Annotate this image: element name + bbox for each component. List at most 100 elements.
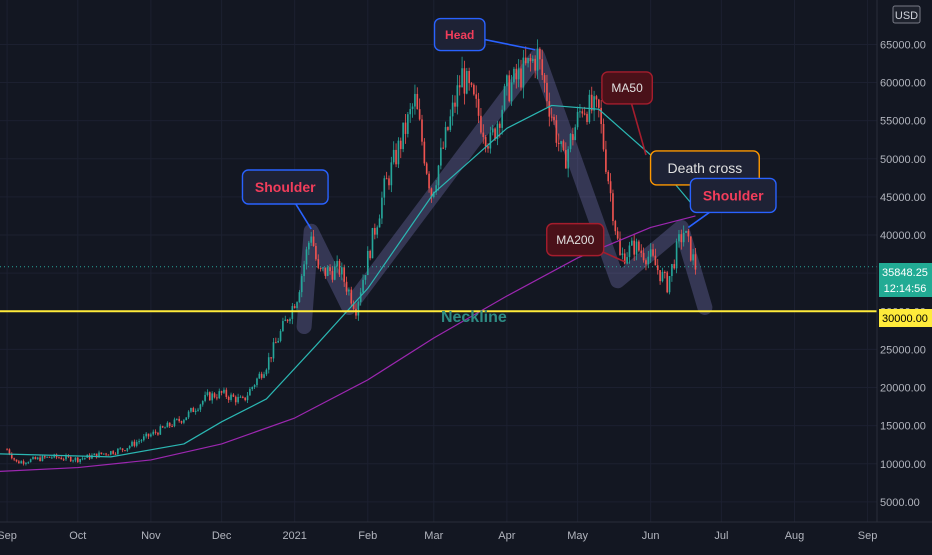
candle-body (8, 449, 11, 455)
candle-body (208, 392, 211, 401)
candle-body (331, 271, 334, 280)
candle-body (121, 448, 124, 451)
neckline-label: Neckline (441, 309, 507, 326)
candle-body (501, 109, 503, 128)
candle-body (119, 448, 122, 450)
time-axis[interactable]: Sep Oct Nov Dec 2021 Feb Mar Apr May Jun Jul Aug Sep (0, 530, 877, 542)
callout-label: Death cross (668, 160, 743, 176)
candle-body (293, 306, 296, 309)
candle-body (685, 230, 687, 233)
candle-body (635, 241, 638, 255)
candle-body (260, 373, 263, 378)
candle-body (541, 59, 544, 76)
candle-body (154, 431, 157, 433)
annotations: Shoulder Head MA50 Death cross Shoulder MA200… (241, 17, 777, 326)
candle-body (258, 373, 261, 379)
x-tick-label: Mar (424, 530, 443, 542)
candle-body (239, 396, 242, 398)
candle-body (32, 457, 34, 460)
candle-body (232, 394, 235, 397)
currency-badge[interactable]: USD (892, 5, 921, 24)
candle-body (18, 461, 20, 464)
y-tick-label: 5000.00 (880, 497, 920, 509)
candle-body (628, 245, 631, 258)
candle-body (178, 418, 180, 422)
candle-body (678, 234, 680, 242)
candle-body (602, 123, 605, 150)
candle-body (475, 94, 478, 99)
candle-body (527, 57, 529, 64)
candle-body (659, 270, 661, 282)
candle-body (638, 241, 640, 251)
candle-body (371, 228, 374, 259)
candle-body (341, 267, 343, 275)
candle-body (494, 128, 496, 140)
candle-body (574, 127, 577, 140)
candle-body (616, 231, 619, 239)
candle-body (76, 457, 79, 462)
candle-body (345, 281, 348, 292)
candle-body (126, 448, 129, 451)
candle-body (619, 238, 621, 256)
candle-body (418, 109, 421, 120)
candle-body (142, 436, 145, 441)
currency-badge-box (892, 5, 921, 24)
candle-body (454, 102, 456, 107)
level-price-tag: 30000.00 (879, 309, 932, 327)
candle-body (463, 68, 466, 94)
callout-box (241, 169, 329, 205)
candle-body (357, 301, 360, 316)
candle-body (39, 457, 41, 462)
candle-body (461, 68, 463, 88)
candle-body (60, 457, 63, 460)
candle-body (435, 185, 437, 193)
candle-body (112, 451, 114, 454)
candle-body (145, 433, 147, 437)
candle-body (298, 292, 301, 303)
candle-body (656, 265, 659, 271)
candle-body (694, 254, 697, 270)
candle-body (640, 250, 643, 253)
candle-body (308, 242, 310, 250)
candle-body (197, 409, 199, 411)
candle-body (211, 393, 214, 401)
candle-body (223, 389, 225, 393)
candle-body (124, 450, 126, 452)
candle-body (630, 240, 633, 246)
candle-body (430, 188, 433, 197)
candle-body (310, 236, 313, 243)
candle-body (407, 114, 409, 134)
candle-body (230, 394, 232, 400)
callout-label: Shoulder (703, 187, 764, 203)
candle-body (465, 71, 468, 94)
candle-body (102, 453, 105, 455)
candle-body (204, 394, 206, 402)
candle-body (171, 426, 173, 428)
candle-body (27, 462, 30, 464)
candle-body (98, 452, 100, 458)
candle-body (95, 453, 98, 458)
candle-body (326, 267, 329, 276)
candle-body (489, 132, 492, 149)
candle-body (157, 432, 159, 435)
candle-body (187, 411, 190, 418)
candle-body (590, 94, 593, 111)
candle-body (13, 458, 15, 460)
candle-body (673, 264, 676, 269)
candle-body (546, 82, 548, 102)
candle-body (62, 459, 65, 461)
candle-body (352, 303, 355, 309)
candle-body (263, 374, 265, 378)
candle-body (322, 267, 324, 269)
candle-body (333, 266, 336, 280)
candle-body (194, 410, 197, 413)
candle-body (84, 457, 86, 459)
y-tick-label: 40000.00 (880, 230, 926, 242)
candle-body (524, 57, 527, 64)
candle-body (484, 137, 487, 147)
candle-body (569, 134, 572, 150)
candle-body (324, 267, 327, 276)
candle-body (300, 276, 303, 293)
candle-body (114, 453, 117, 455)
